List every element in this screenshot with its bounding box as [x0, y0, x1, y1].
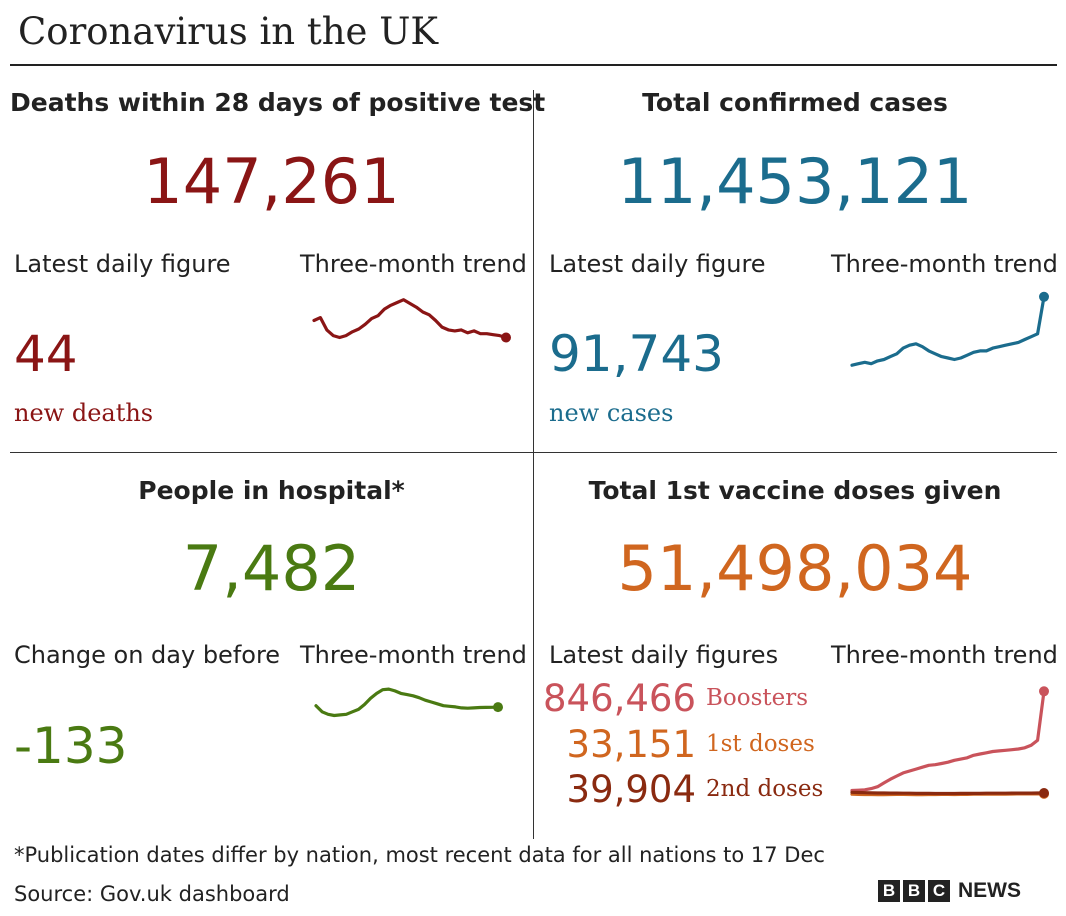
cases-trend-chart [850, 291, 1049, 367]
first-doses-value: 33,151 [566, 723, 696, 766]
cases-daily-sub: new cases [549, 399, 674, 427]
deaths-trend-line-0 [312, 298, 508, 340]
boosters-label: Boosters [706, 685, 809, 711]
footnote: *Publication dates differ by nation, mos… [14, 843, 825, 867]
hospital-trend-endpoint-0 [493, 702, 503, 713]
hospital-trend-line-0 [314, 687, 500, 718]
hospital-total: 7,482 [182, 532, 361, 605]
vaccines-trend-endpoint-0 [1039, 686, 1049, 697]
bbc-logo-letter: B [903, 880, 925, 902]
deaths-trend-endpoint-0 [501, 332, 511, 343]
boosters-value: 846,466 [542, 677, 696, 720]
column-divider-bottom [533, 452, 534, 839]
title-divider [10, 64, 1057, 66]
column-divider-top [533, 90, 534, 452]
page-title: Coronavirus in the UK [18, 10, 439, 53]
deaths-daily-sub: new deaths [14, 399, 154, 427]
vaccines-trend-chart [850, 686, 1049, 799]
hospital-trend-chart [314, 687, 503, 718]
deaths-trend-chart [312, 298, 511, 343]
deaths-trend-label: Three-month trend [300, 250, 527, 278]
vaccines-trend-endpoint-2 [1039, 788, 1049, 798]
vaccines-heading: Total 1st vaccine doses given [588, 476, 1002, 505]
vaccines-daily-label: Latest daily figures [549, 641, 779, 669]
deaths-daily-label: Latest daily figure [14, 250, 231, 278]
bbc-logo-letter: B [878, 880, 900, 902]
cases-daily-label: Latest daily figure [549, 250, 766, 278]
second-doses-value: 39,904 [566, 768, 696, 811]
cases-trend-endpoint-0 [1039, 291, 1049, 302]
vaccines-trend-line-0 [850, 689, 1046, 793]
source-note: Source: Gov.uk dashboard [14, 882, 290, 906]
bbc-news-logo: B B C NEWS [878, 879, 1021, 903]
vaccines-total: 51,498,034 [617, 532, 973, 605]
bbc-logo-letter: C [928, 880, 950, 902]
hospital-trend-label: Three-month trend [300, 641, 527, 669]
hospital-daily-value: -133 [14, 717, 128, 775]
vaccines-trend-line-2 [850, 790, 1046, 796]
cases-trend-label: Three-month trend [831, 250, 1058, 278]
deaths-total: 147,261 [143, 145, 400, 218]
cases-total: 11,453,121 [617, 145, 973, 218]
hospital-heading: People in hospital* [138, 476, 405, 505]
cases-heading: Total confirmed cases [642, 88, 948, 117]
first-doses-label: 1st doses [706, 731, 815, 757]
cases-daily-value: 91,743 [549, 325, 724, 383]
bbc-logo-news: NEWS [958, 879, 1021, 902]
deaths-daily-value: 44 [14, 325, 78, 383]
cases-trend-line-0 [850, 295, 1046, 367]
deaths-heading: Deaths within 28 days of positive test [10, 88, 546, 117]
hospital-daily-label: Change on day before [14, 641, 281, 669]
second-doses-label: 2nd doses [706, 776, 824, 802]
vaccines-trend-label: Three-month trend [831, 641, 1058, 669]
